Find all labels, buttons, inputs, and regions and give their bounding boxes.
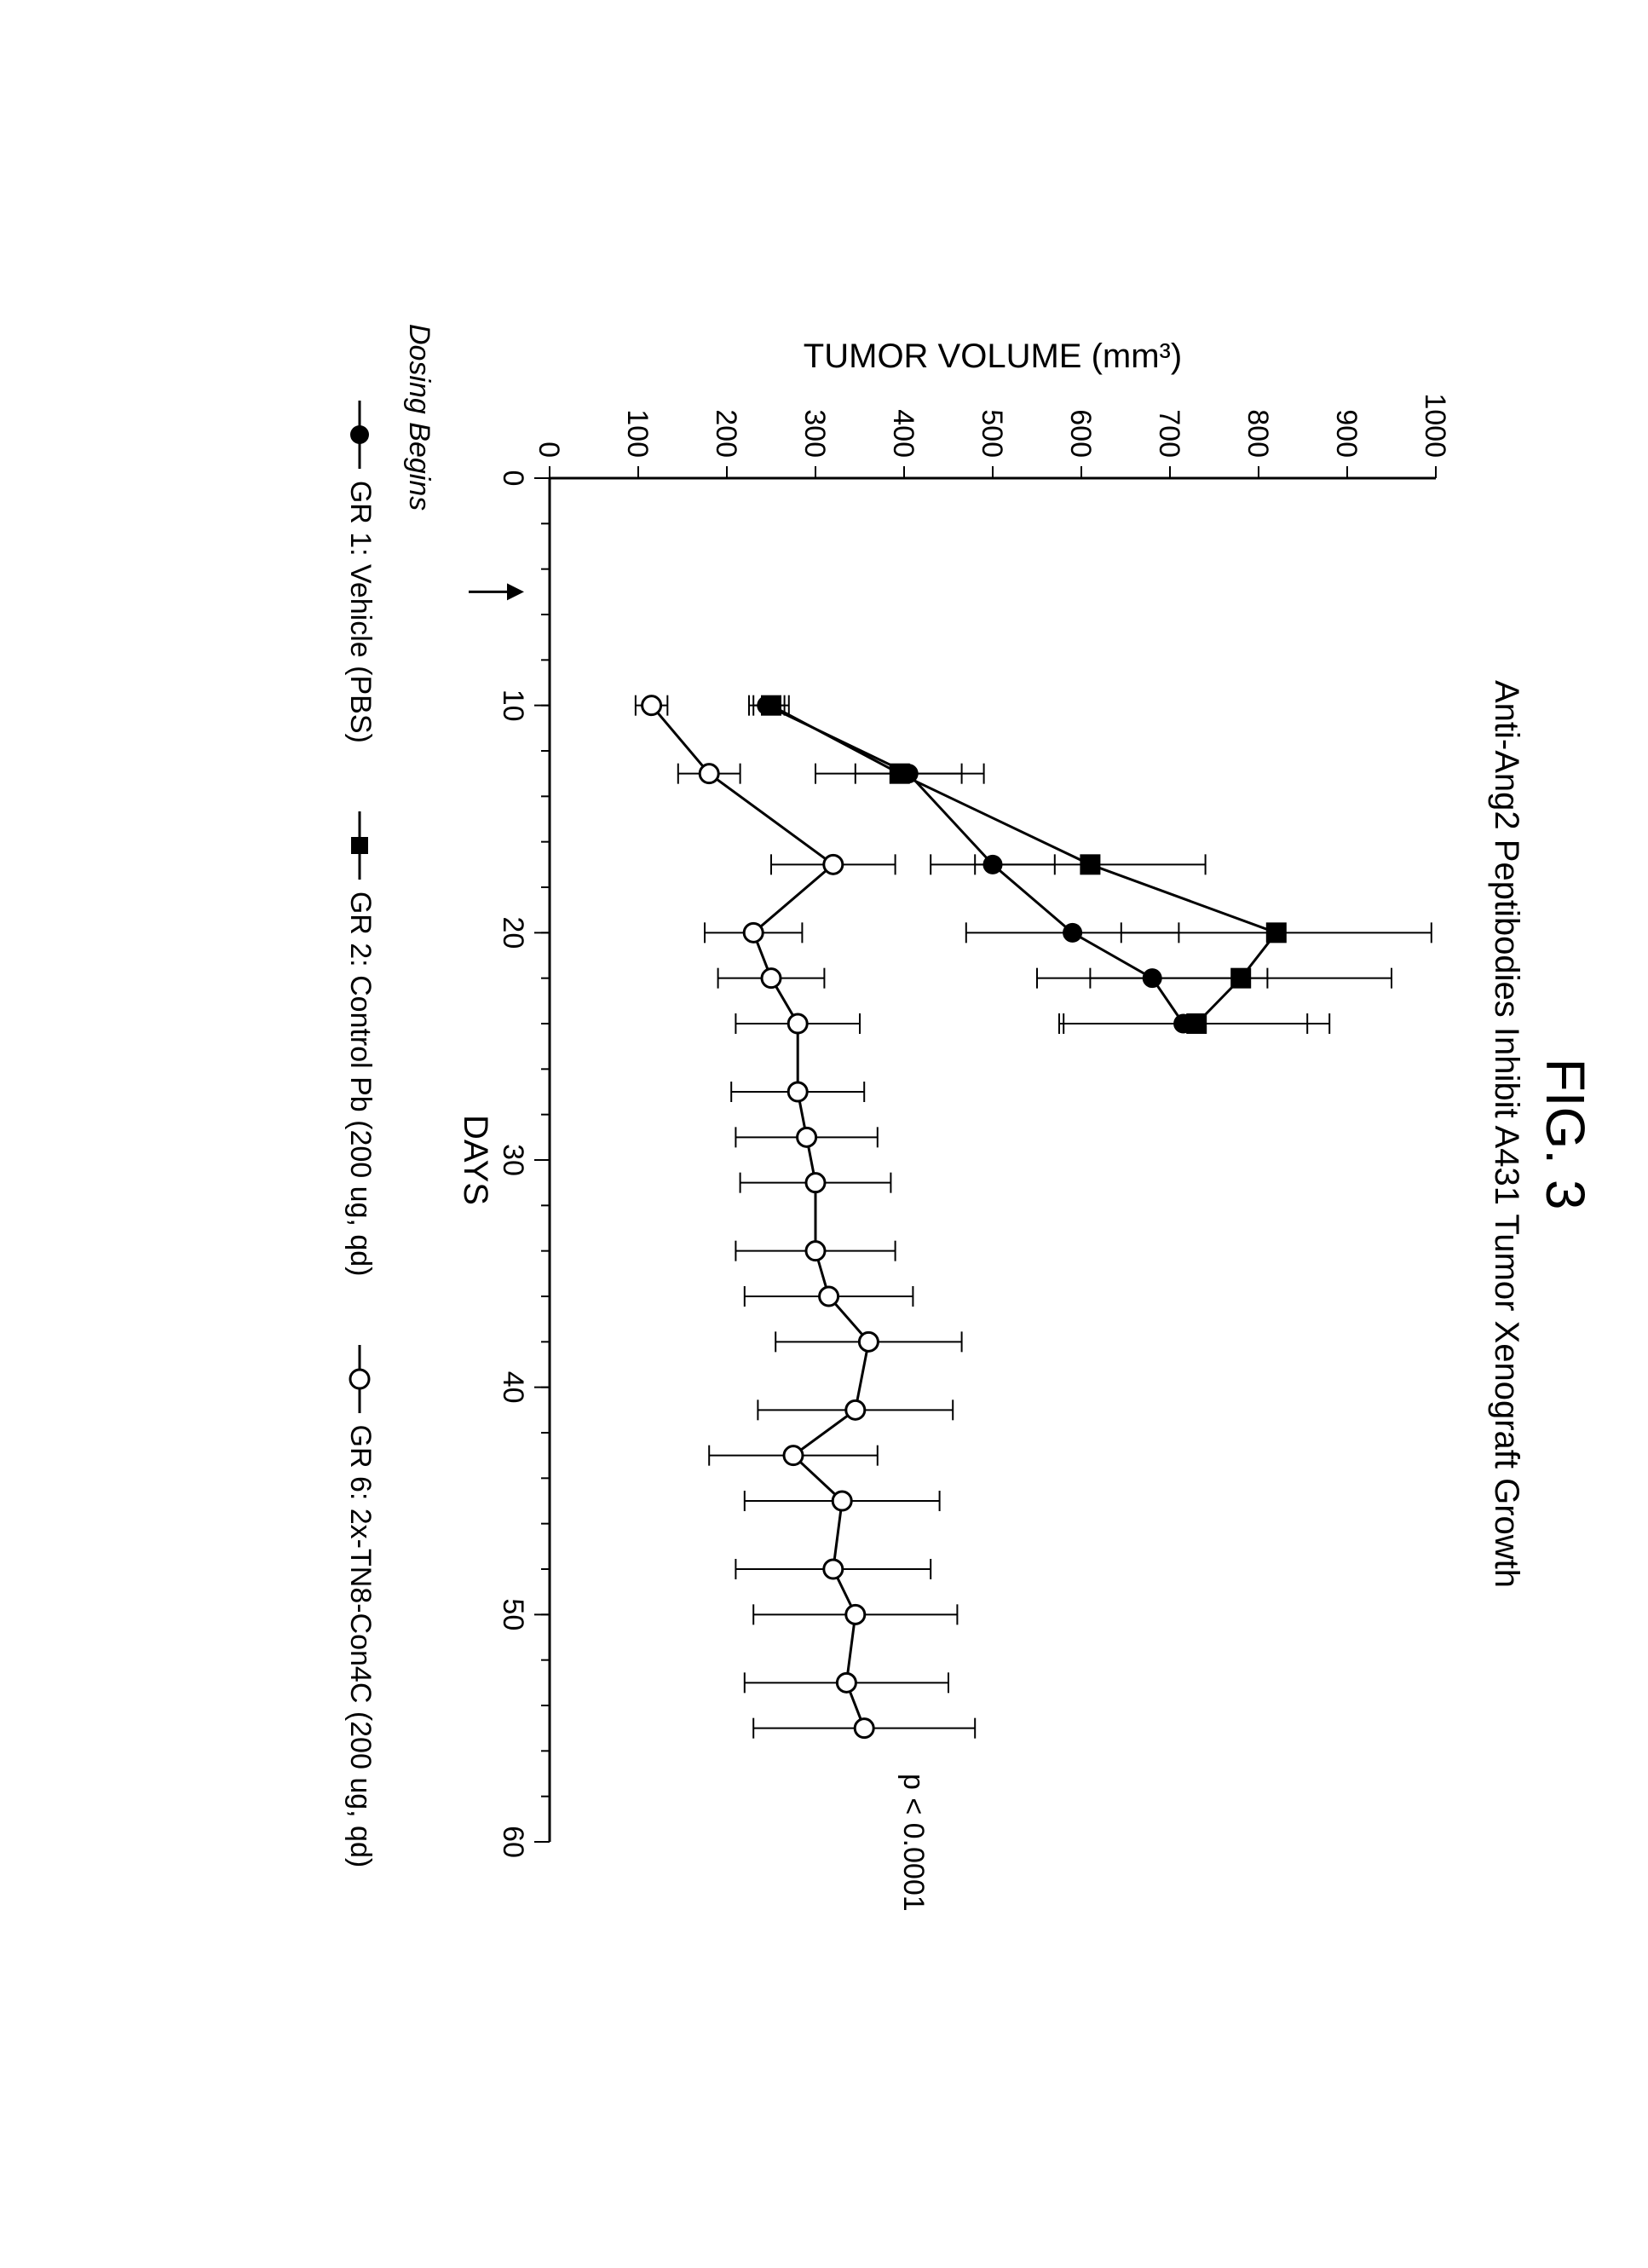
svg-text:10: 10 xyxy=(497,689,529,721)
svg-text:600: 600 xyxy=(1064,409,1097,458)
legend-label: GR 2: Control Pb (200 ug, qd) xyxy=(343,892,377,1277)
legend: GR 1: Vehicle (PBS) GR 2: Control Pb (20… xyxy=(343,34,377,2234)
svg-text:100: 100 xyxy=(621,409,654,458)
line-chart: 0 100 200 300 400 500 600 700 800 900 1000 0 10 20 30 4… xyxy=(447,325,1470,1944)
svg-text:TUMOR VOLUME (mm³): TUMOR VOLUME (mm³) xyxy=(804,338,1182,375)
svg-text:900: 900 xyxy=(1330,409,1363,458)
dosing-begins-label: Dosing Begins xyxy=(402,324,435,2234)
svg-text:400: 400 xyxy=(887,409,919,458)
rotated-content: FIG. 3 Anti-Ang2 Peptibodies Inhibit A43… xyxy=(34,34,1614,2234)
svg-text:40: 40 xyxy=(497,1371,529,1403)
legend-item-gr2: GR 2: Control Pb (200 ug, qd) xyxy=(343,811,377,1277)
svg-text:0: 0 xyxy=(533,441,565,458)
open-circle-icon xyxy=(348,1345,373,1413)
chart-title: Anti-Ang2 Peptibodies Inhibit A431 Tumor… xyxy=(1487,34,1525,2234)
filled-square-icon xyxy=(348,811,373,880)
figure-number: FIG. 3 xyxy=(1534,34,1597,2234)
svg-text:800: 800 xyxy=(1242,409,1274,458)
figure-container: FIG. 3 Anti-Ang2 Peptibodies Inhibit A43… xyxy=(34,34,1614,2234)
svg-text:0: 0 xyxy=(497,470,529,486)
svg-text:200: 200 xyxy=(710,409,742,458)
svg-text:60: 60 xyxy=(497,1826,529,1858)
svg-text:20: 20 xyxy=(497,916,529,949)
svg-text:p < 0.0001: p < 0.0001 xyxy=(897,1774,930,1912)
legend-label: GR 6: 2x-TN8-Con4C (200 ug, qd) xyxy=(343,1425,377,1868)
filled-circle-icon xyxy=(348,401,373,469)
svg-text:30: 30 xyxy=(497,1144,529,1176)
svg-text:700: 700 xyxy=(1153,409,1185,458)
legend-label: GR 1: Vehicle (PBS) xyxy=(343,481,377,743)
svg-text:1000: 1000 xyxy=(1419,393,1451,458)
legend-item-gr1: GR 1: Vehicle (PBS) xyxy=(343,401,377,743)
svg-text:500: 500 xyxy=(976,409,1008,458)
legend-item-gr6: GR 6: 2x-TN8-Con4C (200 ug, qd) xyxy=(343,1345,377,1868)
svg-text:DAYS: DAYS xyxy=(457,1115,494,1205)
svg-text:50: 50 xyxy=(497,1598,529,1630)
svg-text:300: 300 xyxy=(798,409,831,458)
